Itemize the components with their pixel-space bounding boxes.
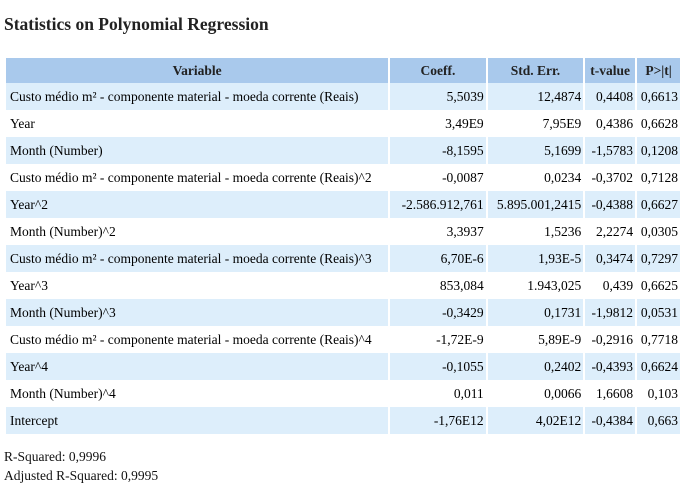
cell-std-err: 0,0234 (487, 164, 584, 191)
cell-t-value: 0,3474 (585, 245, 636, 272)
cell-variable: Custo médio m² - componente material - m… (6, 326, 389, 353)
cell-p-value: 0,6625 (637, 272, 680, 299)
cell-std-err: 5,89E-9 (487, 326, 584, 353)
header-coeff: Coeff. (390, 58, 486, 83)
table-header-row: Variable Coeff. Std. Err. t-value P>|t| (6, 58, 680, 83)
table-row: Custo médio m² - componente material - m… (6, 83, 680, 110)
cell-t-value: -0,3702 (585, 164, 636, 191)
cell-p-value: 0,6613 (637, 83, 680, 110)
table-row: Year 3,49E9 7,95E9 0,4386 0,6628 (6, 110, 680, 137)
cell-coeff: 0,011 (390, 380, 486, 407)
cell-t-value: -0,4393 (585, 353, 636, 380)
cell-p-value: 0,0305 (637, 218, 680, 245)
cell-coeff: -1,72E-9 (390, 326, 486, 353)
cell-t-value: -0,2916 (585, 326, 636, 353)
cell-p-value: 0,663 (637, 407, 680, 434)
table-row: Month (Number) -8,1595 5,1699 -1,5783 0,1208 (6, 137, 680, 164)
table-row: Year^4 -0,1055 0,2402 -0,4393 0,6624 (6, 353, 680, 380)
cell-p-value: 0,6624 (637, 353, 680, 380)
cell-variable: Custo médio m² - componente material - m… (6, 164, 389, 191)
table-row: Intercept -1,76E12 4,02E12 -0,4384 0,663 (6, 407, 680, 434)
cell-coeff: 853,084 (390, 272, 486, 299)
cell-p-value: 0,6628 (637, 110, 680, 137)
cell-variable: Year^4 (6, 353, 389, 380)
cell-coeff: -8,1595 (390, 137, 486, 164)
cell-variable: Year^3 (6, 272, 389, 299)
cell-variable: Custo médio m² - componente material - m… (6, 245, 389, 272)
cell-variable: Month (Number) (6, 137, 389, 164)
header-p-value: P>|t| (637, 58, 680, 83)
page-title: Statistics on Polynomial Regression (4, 14, 269, 34)
cell-std-err: 0,0066 (487, 380, 584, 407)
table-row: Year^3 853,084 1.943,025 0,439 0,6625 (6, 272, 680, 299)
cell-p-value: 0,1208 (637, 137, 680, 164)
cell-p-value: 0,7718 (637, 326, 680, 353)
cell-coeff: -0,1055 (390, 353, 486, 380)
cell-variable: Month (Number)^2 (6, 218, 389, 245)
cell-std-err: 12,4874 (487, 83, 584, 110)
cell-t-value: -1,5783 (585, 137, 636, 164)
cell-p-value: 0,7128 (637, 164, 680, 191)
header-t-value: t-value (585, 58, 636, 83)
cell-t-value: -0,4388 (585, 191, 636, 218)
cell-std-err: 4,02E12 (487, 407, 584, 434)
adjusted-r-squared-text: Adjusted R-Squared: 0,9995 (4, 468, 159, 483)
table-row: Custo médio m² - componente material - m… (6, 326, 680, 353)
cell-coeff: 6,70E-6 (390, 245, 486, 272)
table-row: Month (Number)^2 3,3937 1,5236 2,2274 0,0305 (6, 218, 680, 245)
cell-coeff: -0,0087 (390, 164, 486, 191)
cell-std-err: 0,2402 (487, 353, 584, 380)
cell-variable: Month (Number)^4 (6, 380, 389, 407)
cell-t-value: 1,6608 (585, 380, 636, 407)
cell-std-err: 0,1731 (487, 299, 584, 326)
cell-coeff: -2.586.912,761 (390, 191, 486, 218)
cell-variable: Month (Number)^3 (6, 299, 389, 326)
regression-table: Variable Coeff. Std. Err. t-value P>|t| … (4, 58, 682, 434)
cell-std-err: 7,95E9 (487, 110, 584, 137)
cell-t-value: 2,2274 (585, 218, 636, 245)
table-row: Custo médio m² - componente material - m… (6, 245, 680, 272)
cell-p-value: 0,0531 (637, 299, 680, 326)
table-row: Month (Number)^3 -0,3429 0,1731 -1,9812 0,05… (6, 299, 680, 326)
cell-coeff: 5,5039 (390, 83, 486, 110)
cell-coeff: -0,3429 (390, 299, 486, 326)
header-std-err: Std. Err. (487, 58, 584, 83)
cell-coeff: -1,76E12 (390, 407, 486, 434)
cell-p-value: 0,6627 (637, 191, 680, 218)
table-row: Year^2 -2.586.912,761 5.895.001,2415 -0,438… (6, 191, 680, 218)
cell-std-err: 5,1699 (487, 137, 584, 164)
cell-coeff: 3,49E9 (390, 110, 486, 137)
cell-std-err: 1,93E-5 (487, 245, 584, 272)
cell-t-value: -0,4384 (585, 407, 636, 434)
cell-variable: Intercept (6, 407, 389, 434)
cell-variable: Year^2 (6, 191, 389, 218)
cell-variable: Custo médio m² - componente material - m… (6, 83, 389, 110)
cell-p-value: 0,103 (637, 380, 680, 407)
cell-std-err: 5.895.001,2415 (487, 191, 584, 218)
model-fit-summary: R-Squared: 0,9996 Adjusted R-Squared: 0,… (4, 447, 158, 485)
cell-variable: Year (6, 110, 389, 137)
cell-t-value: -1,9812 (585, 299, 636, 326)
cell-t-value: 0,4408 (585, 83, 636, 110)
table-row: Custo médio m² - componente material - m… (6, 164, 680, 191)
cell-std-err: 1,5236 (487, 218, 584, 245)
cell-t-value: 0,439 (585, 272, 636, 299)
cell-t-value: 0,4386 (585, 110, 636, 137)
r-squared-text: R-Squared: 0,9996 (4, 449, 106, 464)
header-variable: Variable (6, 58, 389, 83)
cell-p-value: 0,7297 (637, 245, 680, 272)
cell-std-err: 1.943,025 (487, 272, 584, 299)
cell-coeff: 3,3937 (390, 218, 486, 245)
table-row: Month (Number)^4 0,011 0,0066 1,6608 0,103 (6, 380, 680, 407)
